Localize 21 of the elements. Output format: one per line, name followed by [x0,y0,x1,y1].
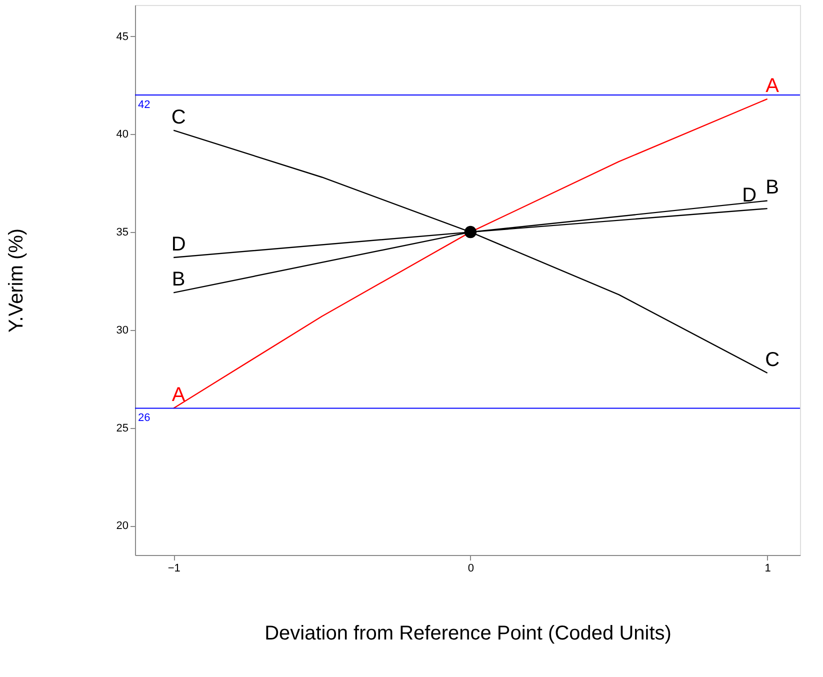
ref-line-label: 26 [138,412,150,424]
y-tick-label: 40 [116,128,128,141]
x-axis-title: Deviation from Reference Point (Coded Units) [264,622,672,644]
text: D [742,184,757,207]
y-axis-title: Y.Verim (%) [5,228,28,333]
series-label: D [171,233,186,256]
series-label: B [172,268,186,291]
x-tick-label: 0 [468,562,474,574]
y-tick-label: 20 [116,520,128,532]
y-tick-label: 35 [116,226,128,239]
x-tick-label: 1 [764,562,771,574]
y-tick-label: 45 [116,30,128,43]
text: C [171,106,186,128]
x-tick-label: −1 [168,562,180,574]
y-tick-label: 25 [116,422,128,434]
text: B [766,176,780,199]
ref-line-label: 42 [138,99,150,112]
y-tick-label: 30 [116,324,128,336]
series-label: C [765,348,780,371]
series-label: A [766,74,780,97]
text: A [172,384,186,406]
